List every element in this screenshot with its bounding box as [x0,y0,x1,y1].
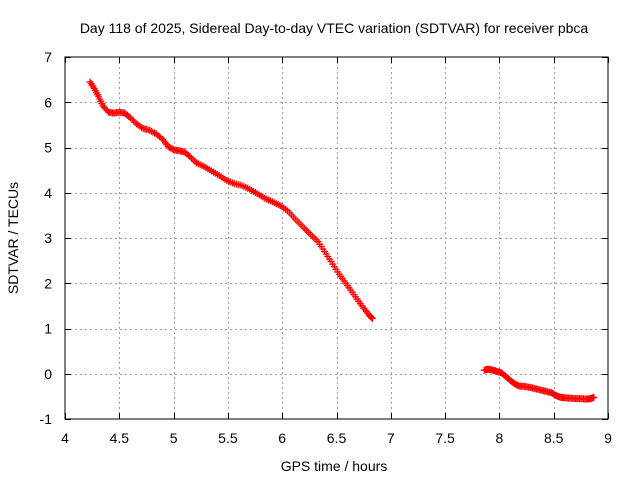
x-tick-label: 6 [278,430,286,446]
data-point [368,315,376,323]
x-tick-label: 4.5 [110,430,130,446]
x-tick-label: 8.5 [544,430,564,446]
y-tick-label: 2 [44,275,52,291]
y-tick-label: 6 [44,94,52,110]
x-tick-label: 5.5 [218,430,238,446]
data-point [129,117,137,125]
x-tick-label: 8 [496,430,504,446]
x-tick-label: 6.5 [327,430,347,446]
series-2 [480,365,598,403]
y-tick-label: 0 [44,366,52,382]
data-point [186,153,194,161]
x-tick-label: 7.5 [435,430,455,446]
x-tick-label: 7 [387,430,395,446]
chart-title: Day 118 of 2025, Sidereal Day-to-day VTE… [80,20,589,36]
y-tick-label: 4 [44,185,52,201]
x-axis-label: GPS time / hours [281,458,388,474]
grid [65,57,608,419]
y-tick-labels: -1 0 1 2 3 4 5 6 7 [40,49,53,427]
series-1 [86,78,376,323]
tick-marks [65,57,609,420]
data-point [126,114,134,122]
y-tick-label: 1 [44,321,52,337]
y-axis-label: SDTVAR / TECUs [5,182,21,294]
data-point [157,134,165,142]
data-point [191,157,199,165]
x-tick-label: 4 [61,430,69,446]
y-tick-label: 5 [44,140,52,156]
data-point [138,123,146,131]
data-point [188,154,196,162]
y-tick-label: 7 [44,49,52,65]
data-point [89,83,97,91]
y-tick-label: 3 [44,230,52,246]
x-tick-label: 9 [604,430,612,446]
y-tick-label: -1 [40,411,53,427]
x-tick-label: 5 [170,430,178,446]
data-point [128,115,136,123]
data-point [189,156,197,164]
data-series [86,78,598,403]
data-point [590,393,598,401]
x-tick-labels: 4 4.5 5 5.5 6 6.5 7 7.5 8 8.5 9 [61,430,612,446]
data-point [368,314,376,322]
